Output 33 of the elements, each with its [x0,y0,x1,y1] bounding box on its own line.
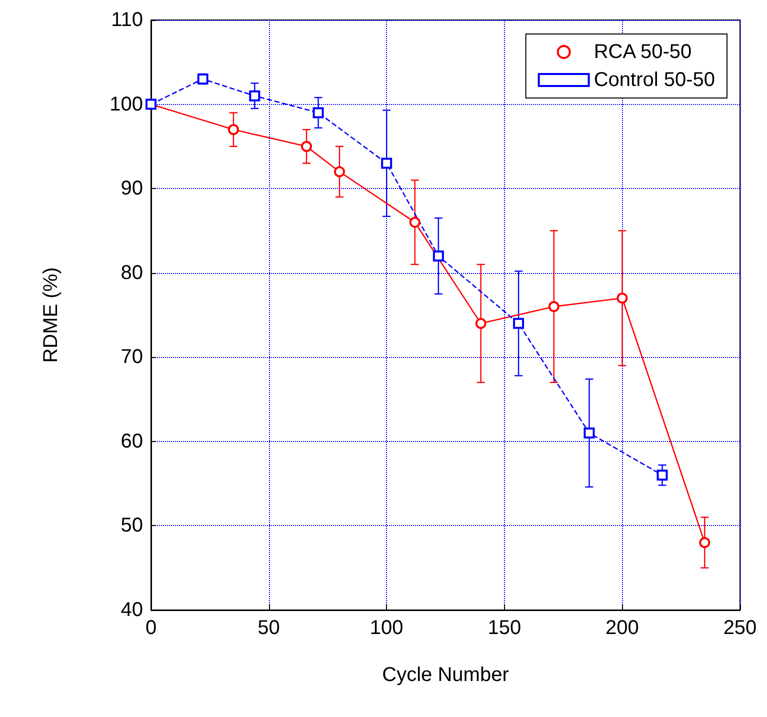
x-tick-label: 100 [370,617,404,639]
x-tick-label: 200 [606,617,639,639]
y-tick-label: 70 [120,346,143,368]
point [228,124,239,136]
point [249,90,260,102]
point [409,216,420,228]
y-tick-label: 100 [110,93,143,116]
x-tick-label: 50 [258,617,280,639]
y-tick-label: 80 [120,262,143,284]
y-tick-label: 50 [120,514,143,537]
legend-label: RCA 50-50 [594,41,692,63]
point [513,318,524,329]
point [475,318,486,329]
x-tick-label: 250 [723,617,757,639]
point [301,140,312,152]
x-tick-label: 150 [488,617,522,639]
y-axis-title: RDME (%) [40,267,62,363]
point [432,250,444,262]
y-tick-label: 90 [120,178,143,200]
x-axis-title: Cycle Number [382,664,510,686]
x-tick-label: 0 [145,617,157,639]
point [334,166,345,178]
y-tick-label: 60 [120,430,143,452]
y-tick-label: 40 [120,599,143,621]
point [584,428,595,438]
point [381,158,392,169]
point [699,537,710,548]
legend-label: Control 50-50 [594,69,716,91]
y-tick-label: 110 [111,9,143,31]
point [548,301,560,312]
point [312,107,324,118]
point [656,470,668,481]
point [616,292,628,304]
